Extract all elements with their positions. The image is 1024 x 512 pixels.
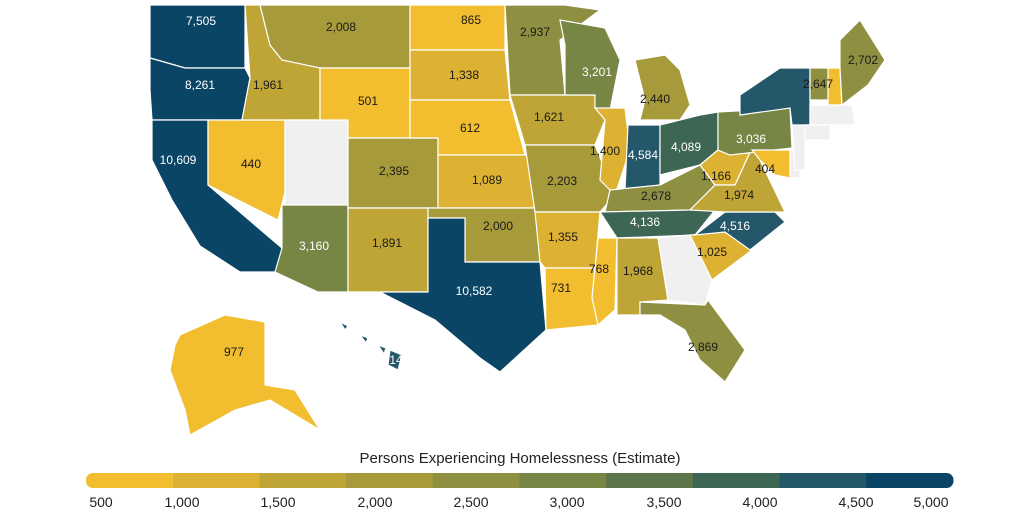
state-label-wy: 501 [358,94,378,108]
legend-tick-label: 4,500 [838,494,873,510]
state-nd[interactable] [409,4,506,51]
state-label-la: 731 [551,281,571,295]
state-label-wv: 1,166 [701,169,731,183]
legend-swatch-fill [93,473,173,488]
legend-tick-label: 1,000 [164,494,199,510]
state-label-ks: 1,089 [472,173,502,187]
state-mi[interactable] [634,54,691,121]
states-layer [149,4,886,436]
state-label-ok: 2,000 [483,219,513,233]
state-label-il: 1,400 [590,144,620,158]
state-tx[interactable] [379,217,547,373]
legend-ticks: 500 1,000 1,500 2,000 2,500 3,000 3,500 4,000 4,… [89,494,948,510]
legend-swatch [259,473,347,488]
state-label-nv: 440 [241,157,261,171]
state-label-hi: 14 [389,353,403,367]
state-label-ak: 977 [224,345,244,359]
state-ak[interactable] [169,314,321,436]
legend-swatch [606,473,694,488]
state-label-or: 8,261 [185,78,215,92]
state-label-va: 1,974 [724,188,754,202]
state-label-wa: 7,505 [186,14,216,28]
labels-layer: 7,505 8,261 10,609 440 1,961 2,008 501 3,160 2,3… [160,13,879,367]
state-label-sc: 1,025 [697,245,727,259]
legend-color-bar [86,473,954,488]
state-label-in: 4,584 [628,148,658,162]
state-label-al: 1,968 [623,264,653,278]
state-ms[interactable] [591,237,618,327]
state-fl[interactable] [639,298,746,383]
state-label-me: 2,702 [848,53,878,67]
legend-tick-label: 500 [89,494,113,510]
state-label-nm: 1,891 [372,236,402,250]
state-label-ky: 2,678 [641,189,671,203]
state-nj[interactable] [791,124,806,171]
state-label-az: 3,160 [299,239,329,253]
state-label-oh: 4,089 [671,140,701,154]
state-label-tx: 10,582 [456,284,493,298]
legend-swatch [432,473,520,488]
legend-swatch [779,473,867,488]
state-ct[interactable] [804,124,831,141]
state-ut[interactable] [284,119,349,206]
legend-tick-label: 4,000 [742,494,777,510]
legend-swatch-fill [866,473,946,488]
legend-tick-label: 2,000 [357,494,392,510]
state-tn[interactable] [598,209,717,239]
legend-tick-label: 3,500 [646,494,681,510]
legend-tick-label: 2,500 [453,494,488,510]
state-label-sd: 1,338 [449,68,479,82]
state-label-mi: 2,440 [640,92,670,106]
state-label-mo: 2,203 [547,174,577,188]
state-label-pa: 3,036 [736,132,766,146]
state-mt[interactable] [259,4,411,69]
state-hi[interactable] [338,320,403,371]
state-label-vt: 2,647 [803,77,833,91]
state-label-nc: 4,516 [720,219,750,233]
state-ny[interactable] [739,67,811,126]
legend-swatch [519,473,607,488]
state-label-id: 1,961 [253,78,283,92]
state-label-ms: 768 [589,262,609,276]
legend-tick-label: 1,500 [260,494,295,510]
legend-tick-label: 5,000 [913,494,948,510]
state-label-ca: 10,609 [160,153,197,167]
state-label-mt: 2,008 [326,20,356,34]
state-label-tn: 4,136 [630,215,660,229]
legend-tick-label: 3,000 [549,494,584,510]
state-ma[interactable] [809,104,856,126]
legend-swatch [692,473,781,488]
state-label-ar: 1,355 [548,230,578,244]
state-label-co: 2,395 [379,164,409,178]
legend-swatch [346,473,434,488]
legend-swatch [172,473,260,488]
legend-title: Persons Experiencing Homelessness (Estim… [359,450,681,467]
state-label-nd: 865 [461,13,481,27]
state-label-mn: 2,937 [520,25,550,39]
state-md[interactable] [750,149,793,179]
state-label-wi: 3,201 [582,65,612,79]
state-label-fl: 2,869 [688,340,718,354]
state-label-ne: 612 [460,121,480,135]
state-label-md: 404 [755,162,775,176]
state-me[interactable] [839,19,886,107]
state-label-ia: 1,621 [534,110,564,124]
